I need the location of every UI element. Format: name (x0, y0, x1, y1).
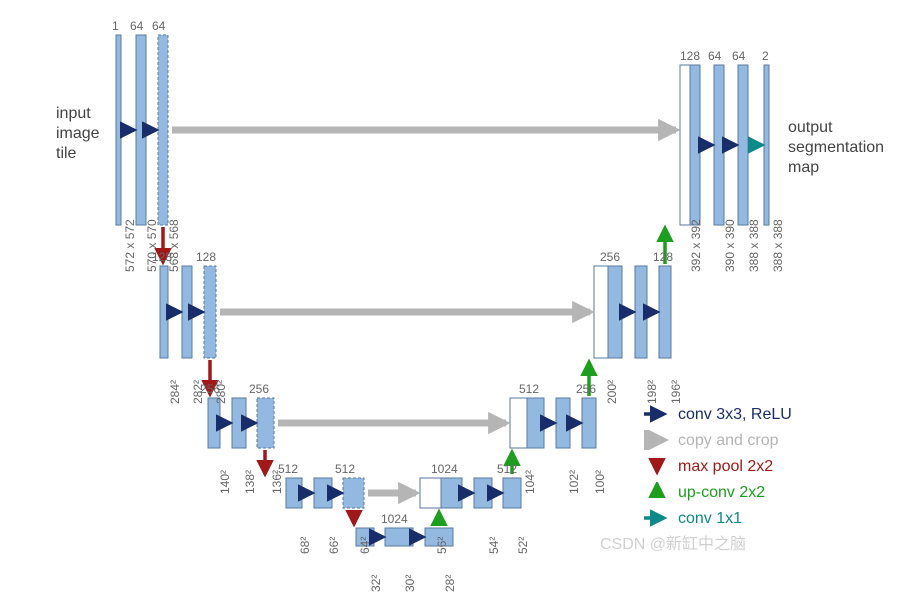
size-label-e2a: 140² (218, 470, 232, 494)
ch-label-e2a: 256 (200, 382, 220, 396)
block-e1b (182, 266, 192, 358)
ch-label-d1d: 128 (653, 250, 673, 264)
size-label-bnb: 30² (403, 575, 417, 592)
size-label-d1d: 196² (669, 380, 683, 404)
ch-label-e1c: 128 (196, 250, 216, 264)
block-d0d (738, 65, 748, 225)
size-label-d3a: 56² (435, 537, 449, 554)
legend-label-up: up-conv 2x2 (678, 484, 765, 502)
block-d0c (714, 65, 724, 225)
ch-label-d2b: 512 (519, 382, 539, 396)
block-d2b (527, 398, 544, 448)
block-e3c (343, 478, 364, 508)
size-label-d0a: 392 x 392 (689, 219, 703, 272)
size-label-d3c: 54² (487, 537, 501, 554)
ch-label-d0b: 128 (680, 49, 700, 63)
block-d0a (680, 65, 690, 225)
block-e0c (158, 35, 168, 225)
size-label-out: 388 x 388 (771, 219, 785, 272)
block-e0b (136, 35, 146, 225)
size-label-d2d: 100² (593, 470, 607, 494)
block-e3b (314, 478, 332, 508)
block-d1b (608, 266, 622, 358)
ch-label-e3c: 512 (335, 462, 355, 476)
legend-label-copy: copy and crop (678, 432, 779, 450)
block-e1c (204, 266, 216, 358)
size-label-d2c: 102² (567, 470, 581, 494)
block-e2a (208, 398, 220, 448)
block-d3a (420, 478, 441, 508)
ch-label-out: 2 (762, 49, 769, 63)
input-line-1: image (56, 124, 100, 144)
watermark: CSDN @新缸中之脑 (600, 530, 746, 554)
size-label-e0b: 570 x 570 (145, 219, 159, 272)
size-label-d2a: 104² (523, 470, 537, 494)
block-d3b (441, 478, 462, 508)
block-e3a (286, 478, 302, 508)
legend-arrow-c1x1 (642, 508, 672, 528)
ch-label-e2c: 256 (249, 382, 269, 396)
ch-label-d1b: 256 (600, 250, 620, 264)
block-d1a (594, 266, 608, 358)
block-d2c (556, 398, 570, 448)
size-label-d3d: 52² (516, 537, 530, 554)
output-line-0: output (788, 118, 884, 138)
ch-label-d3d: 512 (497, 462, 517, 476)
legend-label-conv: conv 3x3, ReLU (678, 406, 792, 424)
size-label-d1c: 198² (645, 380, 659, 404)
output-line-2: map (788, 158, 884, 178)
size-label-d0d: 388 x 388 (747, 219, 761, 272)
size-label-bna: 32² (369, 575, 383, 592)
block-out (764, 65, 769, 225)
ch-label-d2d: 256 (576, 382, 596, 396)
size-label-d1a: 200² (605, 380, 619, 404)
block-e2c (257, 398, 274, 448)
block-bnb (385, 528, 413, 546)
size-label-e2b: 138² (243, 470, 257, 494)
ch-label-d0c: 64 (708, 49, 721, 63)
size-label-e3a: 68² (298, 537, 312, 554)
size-label-e3b: 66² (327, 537, 341, 554)
block-d2d (582, 398, 596, 448)
size-label-d0c: 390 x 390 (723, 219, 737, 272)
legend-arrow-up (642, 482, 672, 502)
ch-label-e0b: 64 (130, 19, 143, 33)
size-label-e3c: 64² (358, 537, 372, 554)
block-e1a (160, 266, 168, 358)
block-d3d (503, 478, 521, 508)
block-d1c (635, 266, 647, 358)
ch-label-d3b: 1024 (431, 462, 458, 476)
legend-label-c1x1: conv 1x1 (678, 510, 742, 528)
block-d2a (510, 398, 527, 448)
ch-label-e0a: 1 (112, 19, 119, 33)
size-label-bnc: 28² (443, 575, 457, 592)
ch-label-e3a: 512 (278, 462, 298, 476)
legend-arrow-pool (642, 456, 672, 476)
size-label-e1a: 284² (168, 380, 182, 404)
input-annotation: input image tile (56, 104, 100, 164)
size-label-e0a: 572 x 572 (123, 219, 137, 272)
legend-arrow-conv (642, 404, 672, 424)
output-annotation: output segmentation map (788, 118, 884, 178)
block-e0a (116, 35, 121, 225)
input-line-2: tile (56, 144, 100, 164)
ch-label-bnb: 1024 (381, 512, 408, 526)
block-d3c (474, 478, 492, 508)
size-label-e0c: 568 x 568 (167, 219, 181, 272)
legend-label-pool: max pool 2x2 (678, 458, 773, 476)
block-e2b (232, 398, 246, 448)
ch-label-e1a: 128 (152, 250, 172, 264)
ch-label-e0c: 64 (152, 19, 165, 33)
block-d1d (659, 266, 671, 358)
block-d0b (690, 65, 700, 225)
legend-arrow-copy (642, 430, 672, 450)
output-line-1: segmentation (788, 138, 884, 158)
ch-label-d0d: 64 (732, 49, 745, 63)
input-line-0: input (56, 104, 100, 124)
